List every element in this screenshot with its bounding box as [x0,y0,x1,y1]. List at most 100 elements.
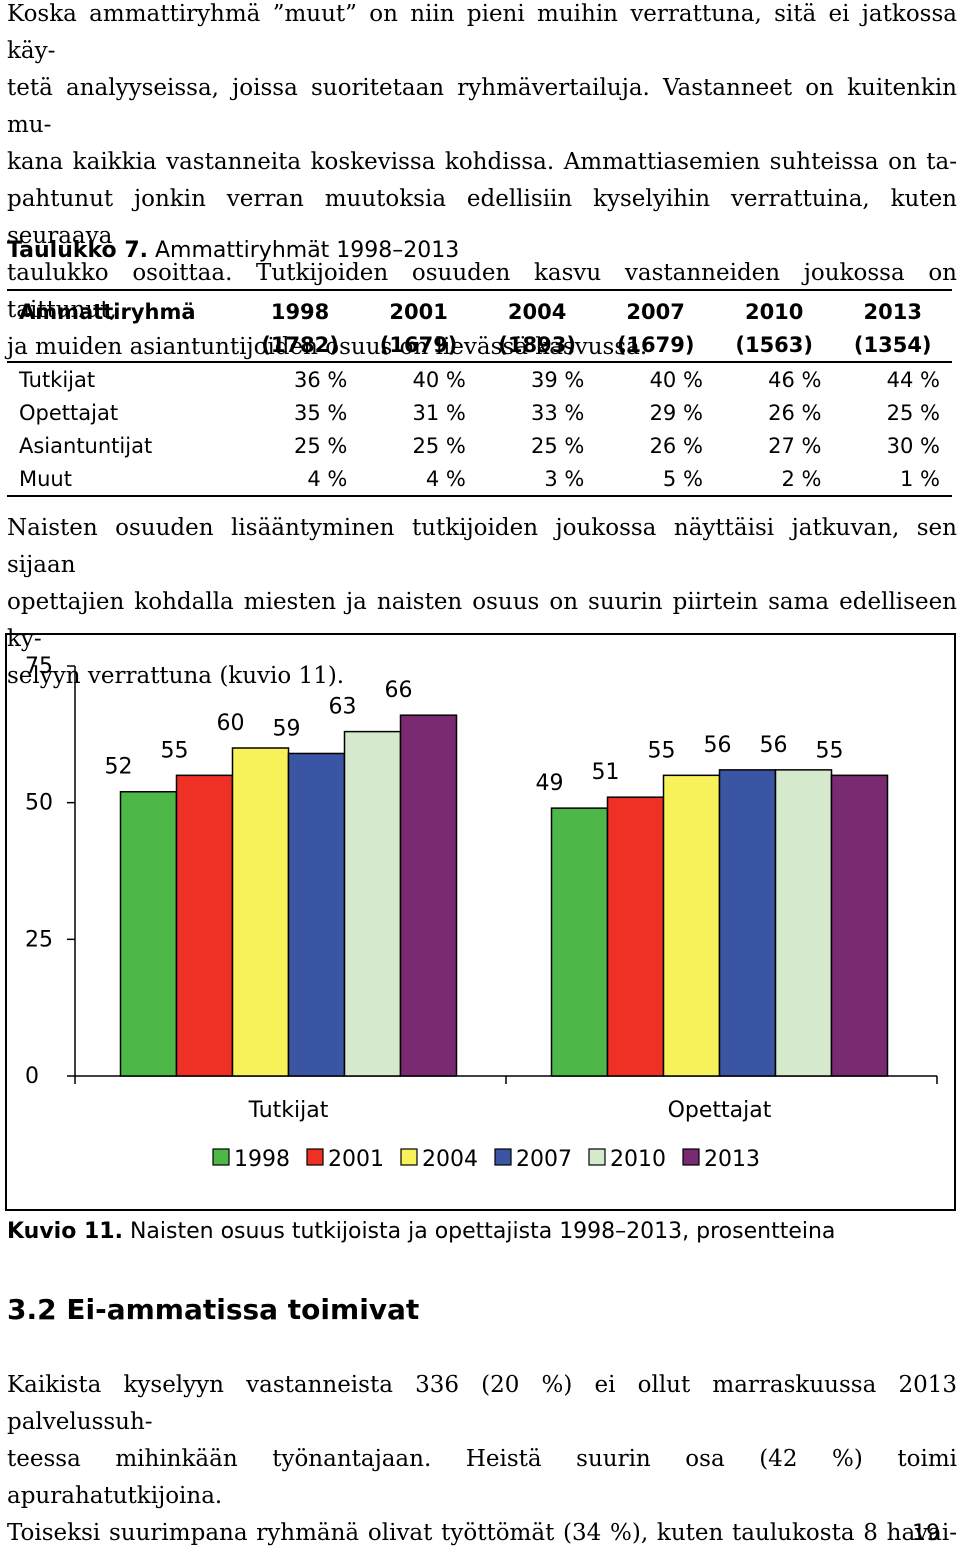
legend-label: 2001 [328,1147,384,1172]
table-cell: 30 % [886,433,940,458]
table-cell: 25 % [293,433,348,458]
table-cell: 33 % [531,400,585,425]
table-header-year: 2010 [714,289,834,328]
bar [287,752,346,1077]
y-tick-label: 75 [25,654,53,679]
bar [774,769,833,1077]
data-label: 55 [648,738,676,763]
page-number: 19 [912,1521,940,1546]
table-row: Asiantuntijat 25 % 25 % 25 % 26 % 27 % 3… [7,429,952,462]
legend-swatch [682,1148,700,1166]
table-caption-label: Taulukko 7. [7,238,148,263]
table-cell: 26 % [649,433,703,458]
bar [830,774,889,1077]
y-tick-label: 50 [25,791,53,816]
data-label: 51 [592,760,620,785]
bar [399,714,458,1077]
table-header-count: (1893) [477,328,597,363]
table-header-count: (1563) [714,328,834,363]
table-header-empty [7,328,241,363]
table-cell: 29 % [649,400,703,425]
table-cell: 4 % [240,462,360,497]
table-cell: 3 % [477,462,597,497]
row-label: Opettajat [19,400,119,425]
legend-swatch [588,1148,606,1166]
table-header-year: 1998 [240,289,360,328]
table-header-count: (1679) [596,328,715,363]
table-cell: 40 % [412,367,466,392]
table-header-count: (1354) [833,328,952,363]
table-header-count-row: (1782) (1679) (1893) (1679) (1563) (1354… [7,328,952,363]
bar [119,790,178,1077]
table-row: Opettajat 35 % 31 % 33 % 29 % 26 % 25 % [7,396,952,429]
row-label: Asiantuntijat [19,433,153,458]
table-cell: 25 % [886,400,940,425]
table-header-year: 2007 [596,289,715,328]
figure-caption-text: Naisten osuus tutkijoista ja opettajista… [129,1219,836,1244]
occupation-table: Ammattiryhmä 1998 2001 2004 2007 2010 20… [7,289,952,497]
bar [231,747,290,1077]
bar [550,807,609,1077]
category-label: Opettajat [668,1098,772,1123]
bar [175,774,234,1077]
bar [718,769,777,1077]
legend-swatch [212,1148,230,1166]
chart-frame: 0 25 50 75 52 55 60 59 63 66 Tutkijat 49 51 55 56 56 55 O… [5,633,956,1211]
bar-chart: 0 25 50 75 52 55 60 59 63 66 Tutkijat 49 51 55 56 56 55 O… [25,654,938,1172]
data-label: 56 [704,733,732,758]
table-caption: Taulukko 7. Ammattiryhmät 1998–2013 [7,238,459,263]
text-line: Koska ammattiryhmä ”muut” on niin pieni … [7,1,957,64]
final-paragraph: Kaikista kyselyyn vastanneista 336 (20 %… [7,1367,957,1552]
table-header-year: 2001 [359,289,478,328]
legend-label: 1998 [234,1147,290,1172]
text-line: pahtunut jonkin verran muutoksia edellis… [7,186,957,249]
table-cell: 25 % [412,433,466,458]
y-tick-label: 25 [25,927,53,952]
bar [662,774,721,1077]
table-caption-text: Ammattiryhmät 1998–2013 [155,238,460,263]
figure-caption: Kuvio 11. Naisten osuus tutkijoista ja o… [7,1219,835,1244]
legend-label: 2013 [704,1147,760,1172]
table-cell: 36 % [293,367,348,392]
data-label: 52 [105,755,133,780]
legend-label: 2007 [516,1147,572,1172]
table-row: Muut 4 % 4 % 3 % 5 % 2 % 1 % [7,462,952,497]
data-label: 55 [816,738,844,763]
table-cell: 31 % [412,400,466,425]
y-tick-label: 0 [25,1064,39,1089]
text-line: tetä analyyseissa, joissa suoritetaan ry… [7,75,957,138]
table-cell: 1 % [833,462,952,497]
table-row: Tutkijat 36 % 40 % 39 % 40 % 46 % 44 % [7,362,952,396]
data-label: 49 [536,771,564,796]
bar [343,730,402,1077]
text-line: teessa mihinkään työnantajaan. Heistä su… [7,1446,957,1509]
text-line: opettajien kohdalla miesten ja naisten o… [7,589,957,652]
text-line: selyyn verrattuna (kuvio 11). [7,663,345,689]
table-cell: 26 % [768,400,822,425]
category-label: Tutkijat [248,1098,329,1123]
figure-caption-label: Kuvio 11. [7,1219,123,1244]
data-label: 60 [217,711,245,736]
table-cell: 40 % [649,367,703,392]
section-heading: 3.2 Ei-ammatissa toimivat [7,1293,420,1326]
legend-swatch [400,1148,418,1166]
data-label: 66 [385,678,413,703]
text-line: kana kaikkia vastanneita koskevissa kohd… [7,149,957,175]
table-cell: 35 % [293,400,348,425]
table-header-count: (1782) [240,328,360,363]
data-label: 56 [760,733,788,758]
table-cell: 39 % [531,367,585,392]
row-label: Tutkijat [19,367,96,392]
table-cell: 2 % [714,462,834,497]
table-cell: 27 % [768,433,822,458]
table-header-occupation: Ammattiryhmä [7,289,241,328]
data-label: 63 [329,695,357,720]
legend-label: 2010 [610,1147,666,1172]
legend-label: 2004 [422,1147,478,1172]
middle-paragraph: Naisten osuuden lisääntyminen tutkijoide… [7,510,957,695]
table-header-row: Ammattiryhmä 1998 2001 2004 2007 2010 20… [7,289,952,328]
table-header-year: 2004 [477,289,597,328]
table-header-count: (1679) [359,328,478,363]
legend-swatch [306,1148,324,1166]
table-cell: 5 % [596,462,715,497]
